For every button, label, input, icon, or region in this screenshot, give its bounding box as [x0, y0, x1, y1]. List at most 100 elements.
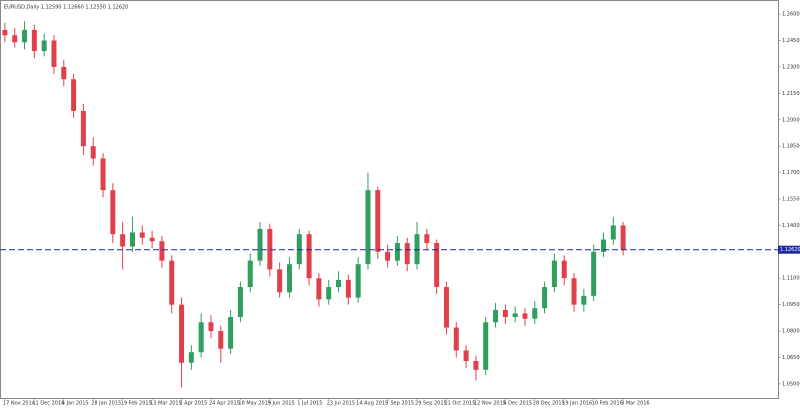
- candle-body: [581, 295, 587, 305]
- x-tick-label: 21 Oct 2015: [444, 401, 475, 407]
- candle-body: [542, 287, 548, 309]
- candle-body: [80, 110, 86, 147]
- candle-body: [159, 241, 165, 261]
- y-tick-label: 1.24500: [782, 38, 800, 44]
- candle-body: [198, 322, 204, 353]
- candle-body: [286, 264, 292, 293]
- x-tick-label: 5 Jan 2015: [62, 401, 89, 407]
- candle-body: [355, 264, 361, 298]
- x-tick-label: 4 Dec 2015: [503, 401, 532, 407]
- candle-body: [443, 287, 449, 328]
- candle-body: [277, 269, 283, 293]
- candle-body: [375, 190, 381, 252]
- candle-body: [512, 313, 518, 317]
- candle-body: [561, 260, 567, 279]
- candle-body: [483, 322, 489, 370]
- candle-body: [22, 29, 28, 43]
- candle-body: [179, 304, 185, 363]
- y-tick-label: 1.15500: [782, 197, 800, 203]
- x-tick-label: 13 Mar 2015: [150, 401, 182, 407]
- candle-body: [208, 322, 214, 332]
- x-tick-label: 19 Feb 2015: [121, 401, 152, 407]
- candle-body: [51, 40, 57, 67]
- candle-body: [600, 239, 606, 252]
- candle-body: [218, 331, 224, 349]
- candle-body: [247, 260, 253, 288]
- x-tick-label: 12 Nov 2015: [474, 401, 506, 407]
- y-tick-label: 1.23000: [782, 64, 800, 70]
- y-tick-label: 1.08000: [782, 329, 800, 335]
- candle-body: [453, 327, 459, 351]
- y-tick-label: 1.05000: [782, 381, 800, 387]
- candle-body: [345, 280, 351, 298]
- x-tick-label: 19 Jan 2016: [562, 401, 592, 407]
- y-tick-label: 1.06500: [782, 355, 800, 361]
- x-tick-label: 24 Apr 2015: [209, 401, 240, 407]
- candle-body: [237, 287, 243, 317]
- y-tick-label: 1.26000: [782, 12, 800, 18]
- y-tick-label: 1.17000: [782, 170, 800, 176]
- candle-body: [139, 232, 145, 238]
- candle-body: [394, 243, 400, 261]
- x-tick-label: 29 Sep 2015: [415, 401, 447, 407]
- candle-body: [41, 40, 47, 52]
- y-tick-label: 1.09500: [782, 302, 800, 308]
- candle-body: [385, 251, 391, 261]
- candle-body: [188, 352, 194, 363]
- x-tick-label: 28 Jan 2015: [91, 401, 121, 407]
- x-tick-label: 11 Dec 2014: [32, 401, 64, 407]
- candle-body: [129, 232, 135, 247]
- candle-body: [257, 228, 263, 261]
- candle-body: [149, 237, 155, 242]
- y-tick-label: 1.18500: [782, 144, 800, 150]
- candle-body: [31, 29, 37, 52]
- x-tick-label: 28 Dec 2015: [533, 401, 565, 407]
- candle-body: [365, 190, 371, 265]
- x-tick-label: 14 Aug 2015: [356, 401, 388, 407]
- x-tick-label: 9 Jun 2015: [268, 401, 295, 407]
- last-price-label: 1.12620: [780, 247, 800, 253]
- y-tick-label: 1.11000: [782, 276, 800, 282]
- candle-body: [414, 234, 420, 265]
- candle-body: [169, 260, 175, 305]
- x-tick-label: 18 May 2015: [238, 401, 271, 407]
- candle-body: [473, 361, 479, 370]
- candle-body: [110, 190, 116, 235]
- candle-body: [267, 228, 273, 270]
- x-tick-label: 17 Nov 2014: [3, 401, 35, 407]
- candle-body: [120, 234, 126, 247]
- candle-body: [591, 251, 597, 296]
- y-tick-label: 1.14000: [782, 223, 800, 229]
- y-tick-label: 1.21500: [782, 91, 800, 97]
- candle-body: [316, 278, 322, 300]
- x-tick-label: 23 Jul 2015: [327, 401, 355, 407]
- chart-title: EURUSD,Daily 1.12590 1.12660 1.12550 1.1…: [4, 5, 128, 11]
- candle-body: [100, 158, 106, 191]
- x-tick-label: 2 Apr 2015: [180, 401, 208, 407]
- candle-body: [571, 278, 577, 305]
- x-tick-label: 7 Sep 2015: [386, 401, 415, 407]
- candle-body: [2, 29, 8, 36]
- candle-body: [296, 234, 302, 265]
- candle-body: [502, 309, 508, 317]
- candle-body: [522, 313, 528, 319]
- candle-body: [463, 350, 469, 362]
- candle-body: [424, 234, 430, 244]
- candle-body: [532, 308, 538, 319]
- candle-body: [90, 146, 96, 159]
- candle-body: [336, 280, 342, 288]
- x-tick-label: 10 Feb 2016: [592, 401, 623, 407]
- candle-body: [610, 225, 616, 240]
- candle-body: [12, 35, 18, 43]
- candle-body: [71, 79, 77, 111]
- x-tick-label: 3 Mar 2016: [621, 401, 650, 407]
- candle-body: [493, 309, 499, 323]
- candle-body: [620, 225, 626, 250]
- last-price-box: [778, 245, 800, 254]
- plot-frame: [0, 0, 779, 399]
- candle-body: [551, 260, 557, 288]
- candle-body: [228, 316, 234, 349]
- candle-body: [61, 66, 67, 80]
